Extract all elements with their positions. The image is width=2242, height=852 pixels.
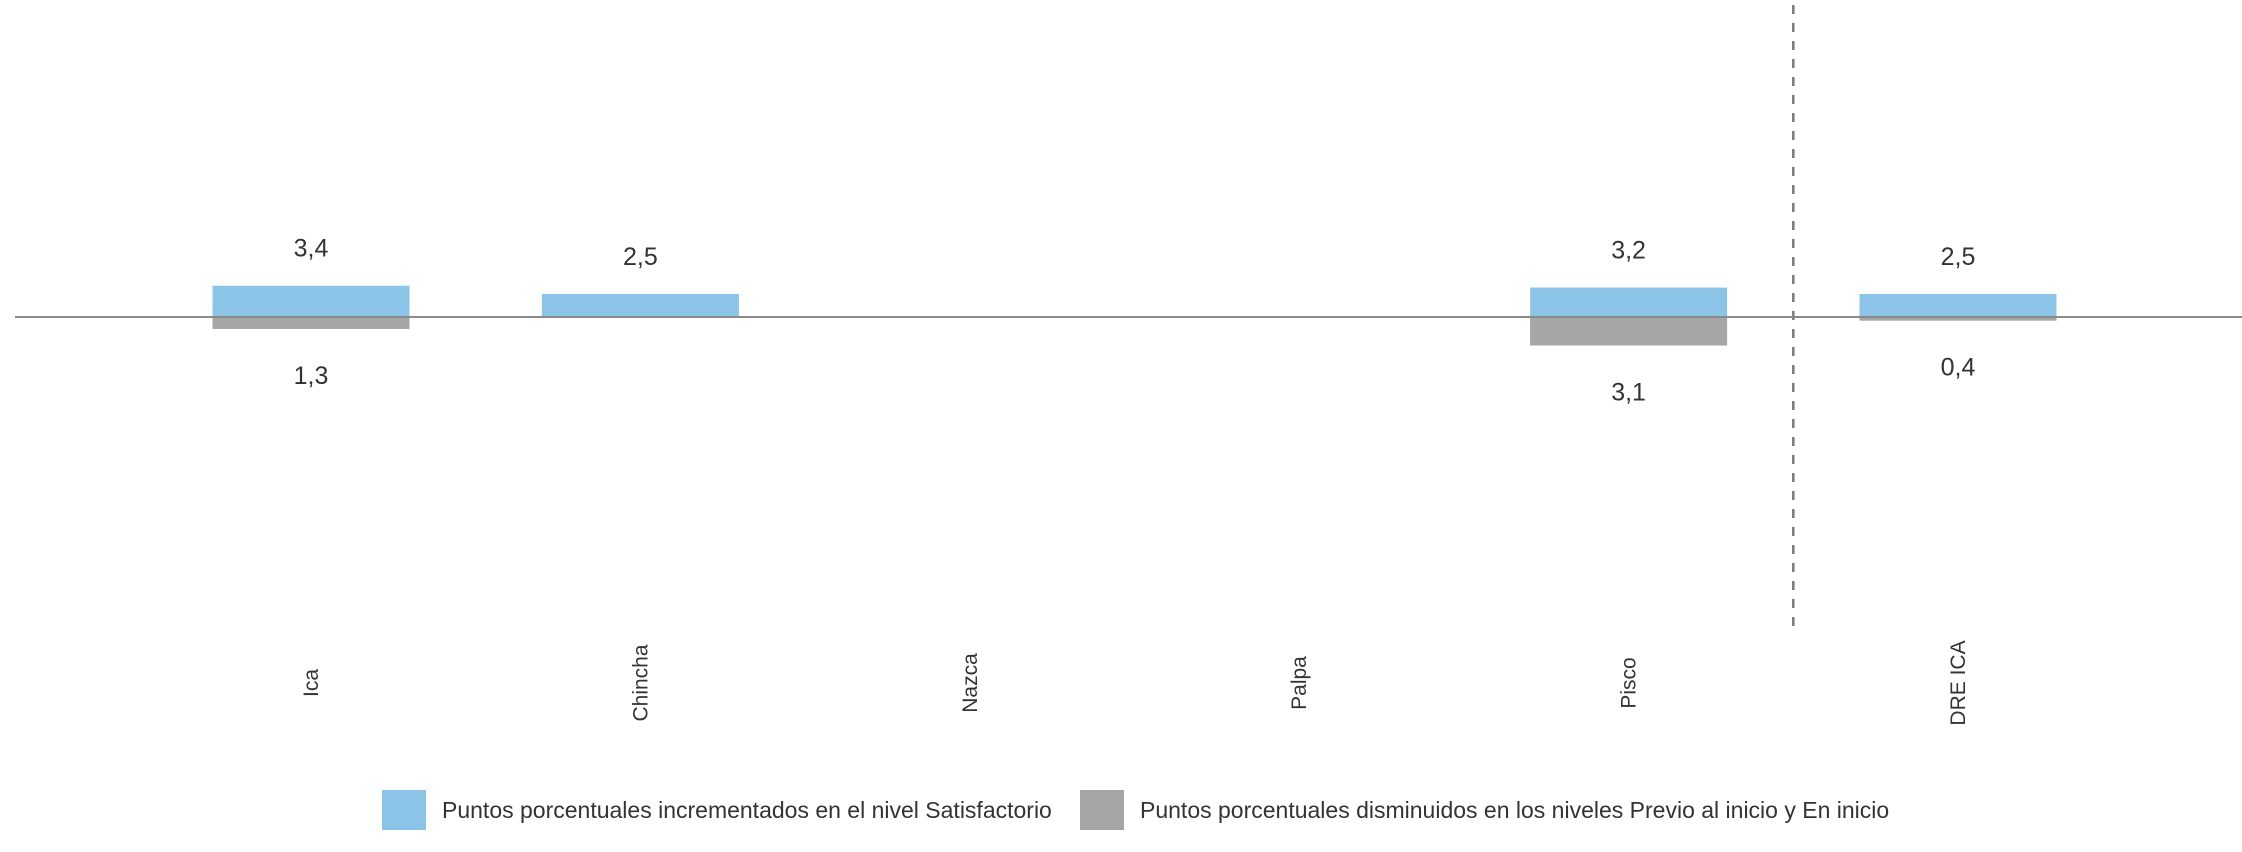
category-label-nazca: Nazca	[959, 653, 982, 713]
bar-satisfactorio-chincha	[541, 294, 739, 317]
bar-satisfactorio-pisco	[1530, 287, 1728, 317]
value-label-inicio-pisco: 3,1	[1611, 379, 1646, 407]
bar-satisfactorio-ica	[212, 285, 410, 317]
category-label-pisco: Pisco	[1618, 657, 1641, 708]
value-label-inicio-dre-ica: 0,4	[1941, 354, 1976, 382]
bar-inicio-ica	[212, 317, 410, 329]
bar-satisfactorio-dre-ica	[1859, 294, 2057, 317]
value-label-inicio-ica: 1,3	[294, 362, 329, 390]
value-label-satisfactorio-dre-ica: 2,5	[1941, 243, 1976, 271]
value-label-satisfactorio-ica: 3,4	[294, 235, 329, 263]
bar-inicio-pisco	[1530, 317, 1728, 346]
category-label-ica: Ica	[300, 669, 323, 697]
category-label-palpa: Palpa	[1288, 656, 1311, 710]
bar-inicio-dre-ica	[1859, 317, 2057, 321]
category-label-dre-ica: DRE ICA	[1947, 640, 1970, 725]
legend-label-inicio: Puntos porcentuales disminuidos en los n…	[1140, 797, 1889, 823]
legend-swatch-inicio	[1080, 790, 1124, 830]
legend-swatch-satisfactorio	[382, 790, 426, 830]
category-label-chincha: Chincha	[629, 644, 652, 721]
legend-label-satisfactorio: Puntos porcentuales incrementados en el …	[442, 797, 1052, 823]
value-label-satisfactorio-chincha: 2,5	[623, 243, 658, 271]
value-label-satisfactorio-pisco: 3,2	[1611, 237, 1646, 265]
